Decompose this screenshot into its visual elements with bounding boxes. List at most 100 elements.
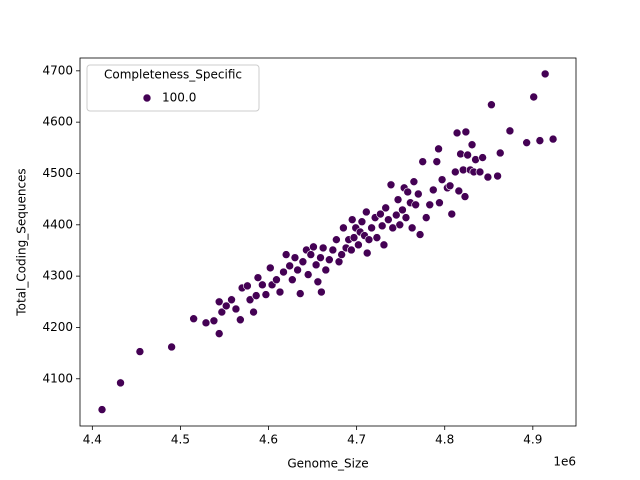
point bbox=[293, 265, 302, 275]
y-tick-label: 4300 bbox=[42, 269, 73, 283]
point bbox=[456, 149, 465, 159]
point bbox=[189, 314, 198, 324]
point bbox=[393, 195, 403, 204]
point bbox=[288, 275, 297, 285]
point bbox=[279, 267, 288, 277]
point bbox=[317, 287, 326, 297]
point bbox=[357, 217, 367, 227]
legend-title: Completeness_Specific bbox=[104, 68, 242, 82]
point bbox=[461, 127, 471, 137]
point bbox=[391, 210, 401, 220]
x-axis-label: Genome_Size bbox=[287, 457, 368, 471]
point bbox=[116, 378, 125, 388]
point bbox=[321, 265, 331, 275]
point bbox=[285, 261, 294, 271]
y-axis-label: Total_Coding_Sequences bbox=[15, 168, 29, 316]
y-tick-label: 4400 bbox=[42, 217, 73, 231]
point bbox=[328, 245, 338, 255]
point bbox=[337, 250, 346, 259]
point bbox=[236, 315, 245, 325]
point bbox=[367, 223, 376, 233]
point bbox=[303, 270, 313, 279]
x-tick-label: 4.6 bbox=[259, 433, 278, 447]
point bbox=[540, 69, 550, 79]
point bbox=[505, 126, 515, 136]
point bbox=[372, 233, 382, 242]
x-tick-label: 4.9 bbox=[523, 433, 542, 447]
point bbox=[495, 148, 505, 158]
y-tick-label: 4200 bbox=[42, 320, 73, 334]
point bbox=[454, 186, 464, 196]
point bbox=[475, 167, 485, 177]
point bbox=[460, 192, 470, 201]
point bbox=[209, 316, 219, 326]
plot-frame bbox=[79, 57, 577, 427]
point bbox=[313, 277, 323, 287]
point bbox=[214, 297, 224, 307]
point bbox=[97, 405, 107, 414]
point bbox=[332, 235, 341, 244]
point bbox=[487, 100, 496, 110]
point bbox=[478, 153, 487, 162]
point bbox=[529, 92, 539, 102]
legend-marker bbox=[142, 93, 152, 103]
point bbox=[290, 253, 300, 262]
point bbox=[281, 250, 291, 259]
point bbox=[249, 307, 258, 317]
point bbox=[362, 248, 372, 258]
point bbox=[376, 209, 385, 219]
point bbox=[379, 240, 389, 250]
point bbox=[384, 215, 393, 224]
point bbox=[334, 257, 344, 267]
point bbox=[243, 281, 252, 291]
point bbox=[265, 263, 275, 273]
y-tick-label: 4700 bbox=[42, 63, 73, 77]
point bbox=[445, 181, 455, 191]
point bbox=[421, 213, 431, 222]
point bbox=[386, 180, 396, 190]
point bbox=[306, 250, 316, 259]
x-tick-label: 4.4 bbox=[83, 433, 102, 447]
point bbox=[217, 307, 227, 317]
point bbox=[452, 128, 462, 138]
point bbox=[535, 136, 545, 145]
point bbox=[437, 175, 447, 184]
x-tick-label: 4.7 bbox=[347, 433, 366, 447]
point bbox=[309, 242, 318, 252]
point bbox=[251, 291, 261, 300]
point bbox=[451, 167, 460, 177]
point bbox=[349, 233, 359, 242]
point bbox=[493, 171, 502, 181]
point bbox=[522, 138, 531, 147]
point bbox=[467, 140, 477, 150]
point bbox=[227, 295, 236, 305]
point bbox=[347, 245, 356, 255]
point bbox=[214, 329, 224, 338]
point bbox=[201, 318, 211, 328]
point bbox=[428, 185, 438, 195]
point bbox=[325, 255, 334, 265]
point bbox=[261, 290, 271, 299]
point bbox=[364, 235, 374, 244]
point bbox=[339, 223, 348, 233]
x-offset-label: 1e6 bbox=[553, 455, 576, 469]
point bbox=[471, 155, 480, 164]
point bbox=[483, 172, 493, 182]
point bbox=[347, 215, 357, 224]
point bbox=[403, 187, 413, 197]
point bbox=[167, 342, 176, 352]
point bbox=[407, 223, 417, 233]
y-tick-label: 4100 bbox=[42, 371, 73, 385]
point bbox=[401, 213, 411, 222]
point bbox=[272, 275, 281, 285]
y-tick-label: 4500 bbox=[42, 166, 73, 180]
point bbox=[398, 205, 407, 215]
point bbox=[221, 301, 231, 311]
point bbox=[362, 207, 371, 217]
point bbox=[316, 253, 325, 262]
point bbox=[253, 273, 263, 282]
legend-label: 100.0 bbox=[162, 91, 196, 105]
point bbox=[447, 209, 457, 219]
